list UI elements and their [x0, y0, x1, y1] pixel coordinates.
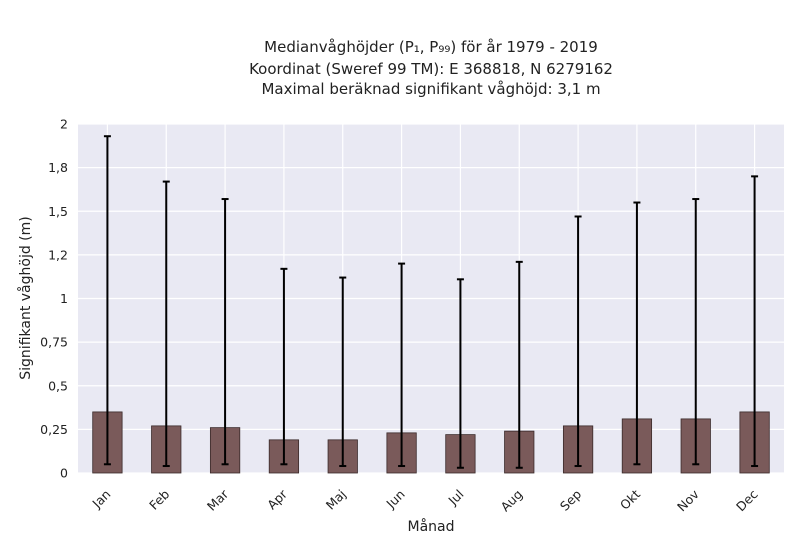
x-tick-label: Sep: [557, 486, 584, 513]
error-bars: [103, 135, 759, 469]
y-tick-label: 1,8: [48, 160, 68, 175]
y-tick-label: 1,5: [48, 204, 68, 219]
x-tick-label: Okt: [617, 486, 643, 512]
title-line-1: Medianvåghöjder (P₁, P₉₉) för år 1979 - …: [264, 38, 598, 56]
y-axis-label: Signifikant våghöjd (m): [17, 216, 34, 379]
x-tick-label: Feb: [146, 486, 172, 512]
x-tick-label: Jun: [383, 487, 408, 512]
title-line-2: Koordinat (Sweref 99 TM): E 368818, N 62…: [249, 60, 613, 78]
x-tick-label: Maj: [323, 487, 349, 513]
y-tick-label: 0,25: [40, 422, 68, 437]
x-tick-label: Mar: [204, 486, 232, 514]
y-tick-label: 0,75: [40, 335, 68, 350]
chart-title: Medianvåghöjder (P₁, P₉₉) för år 1979 - …: [249, 38, 613, 98]
y-tick-label: 2: [60, 117, 68, 132]
x-tick-label: Apr: [264, 486, 291, 513]
x-tick-label: Dec: [733, 486, 761, 514]
title-line-3: Maximal beräknad signifikant våghöjd: 3,…: [261, 80, 600, 98]
x-axis-label: Månad: [408, 518, 455, 535]
x-axis-ticks: Jan Feb Mar Apr Maj Jun Jul Aug Sep Okt Nov Dec: [89, 486, 761, 514]
y-tick-label: 1: [60, 291, 68, 306]
y-tick-label: 1,2: [48, 247, 68, 262]
x-tick-label: Aug: [497, 487, 525, 515]
x-tick-label: Nov: [674, 486, 702, 514]
x-tick-label: Jul: [445, 487, 467, 509]
y-tick-label: 0: [60, 466, 68, 481]
y-axis-ticks: 0 0,25 0,5 0,75 1 1,2 1,5 1,8 2: [40, 117, 68, 481]
x-tick-label: Jan: [89, 487, 114, 512]
y-tick-label: 0,5: [48, 378, 68, 393]
